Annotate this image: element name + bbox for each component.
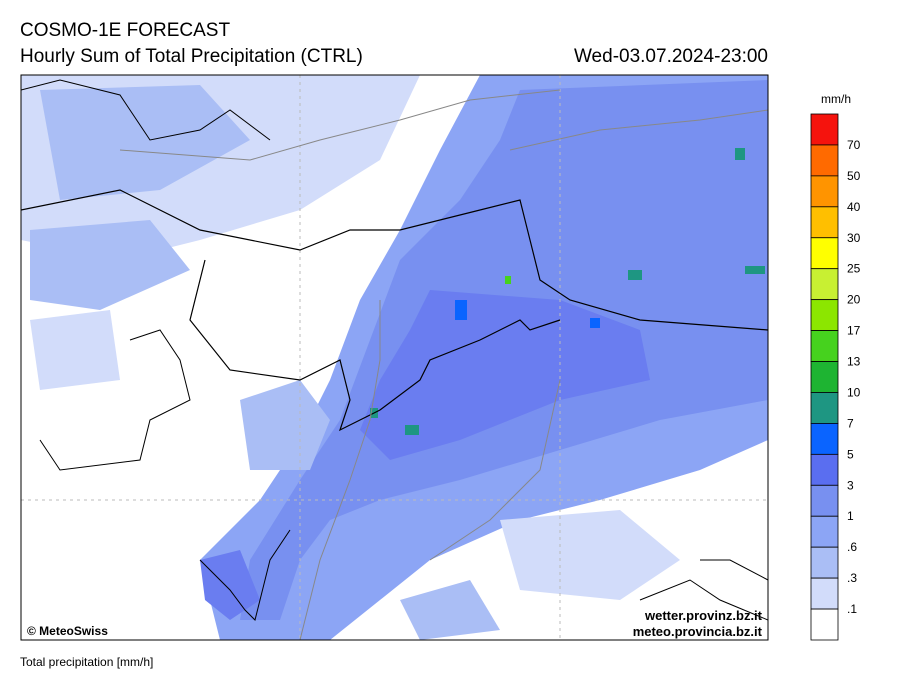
legend-label: 1: [847, 509, 854, 523]
title: COSMO-1E FORECAST: [20, 20, 230, 41]
legend-label: 3: [847, 478, 854, 492]
color-swatch: [810, 361, 839, 393]
legend-unit: mm/h: [821, 92, 851, 106]
datetime: Wed-03.07.2024-23:00: [574, 46, 768, 67]
legend-label: 20: [847, 293, 861, 307]
color-swatch: [810, 546, 839, 579]
color-swatch: [810, 175, 839, 208]
legend-label: .6: [847, 540, 857, 554]
color-swatch: [810, 392, 839, 424]
color-swatch: [810, 577, 839, 610]
color-swatch: [810, 299, 839, 331]
color-swatch: [810, 113, 839, 146]
legend-label: 70: [847, 138, 861, 152]
legend-label: 40: [847, 200, 861, 214]
url: wetter.provinz.bz.it: [644, 608, 763, 623]
subtitle: Hourly Sum of Total Precipitation (CTRL): [20, 46, 363, 67]
legend-label: 25: [847, 262, 861, 276]
color-swatch: [810, 237, 839, 270]
colorbar: 70 50 40 30 25 20 17 13 10 7 5 3 1 .6 .3 .1: [810, 113, 861, 641]
color-swatch: [810, 515, 839, 548]
url: meteo.provincia.bz.it: [633, 624, 763, 639]
color-swatch: [810, 453, 839, 486]
color-swatch: [810, 206, 839, 239]
legend-label: .3: [847, 571, 857, 585]
color-swatch: [810, 423, 839, 455]
color-swatch: [810, 330, 839, 362]
color-swatch: [810, 268, 839, 301]
caption: Total precipitation [mm/h]: [20, 655, 153, 669]
legend-label: 17: [847, 324, 861, 338]
color-swatch: [810, 484, 839, 517]
credit: © MeteoSwiss: [27, 624, 108, 638]
color-swatch: [810, 144, 839, 177]
legend-label: 30: [847, 231, 861, 245]
legend-label: .1: [847, 602, 857, 616]
legend-label: 10: [847, 385, 861, 399]
color-swatch: [810, 608, 839, 641]
map: © MeteoSwiss wetter.provinz.bz.it meteo.…: [20, 74, 769, 641]
legend-label: 50: [847, 169, 861, 183]
legend-label: 5: [847, 447, 854, 461]
legend-label: 13: [847, 355, 861, 369]
legend-label: 7: [847, 416, 854, 430]
